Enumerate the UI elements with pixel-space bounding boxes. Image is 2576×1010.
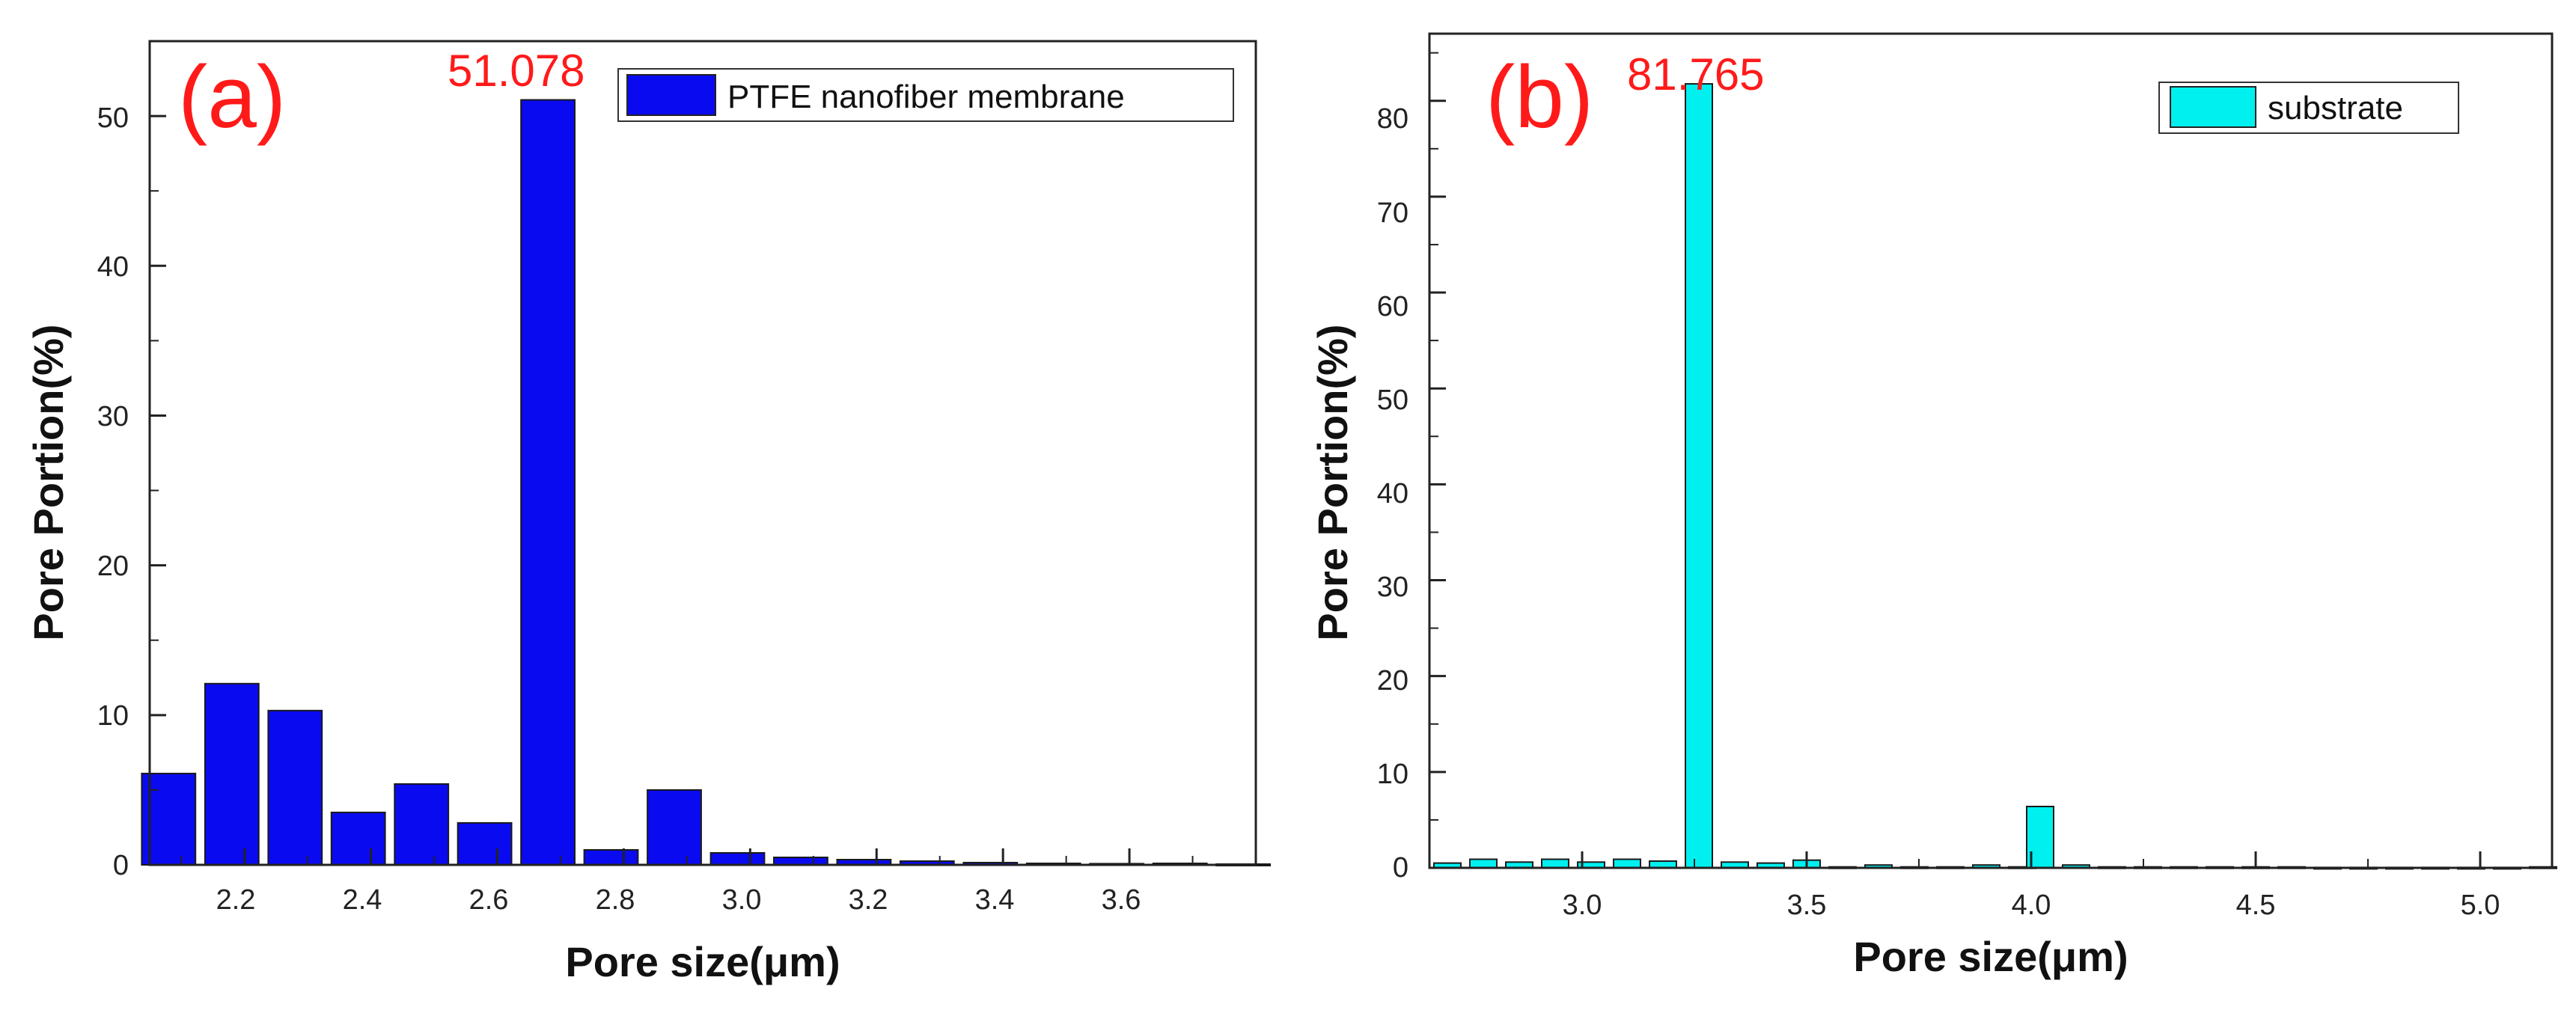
panel-b-xtick-label: 4.5 — [2236, 890, 2276, 921]
panel-a-ytick-label: 50 — [97, 102, 129, 134]
panel-b-ytick-label: 80 — [1377, 103, 1408, 135]
panel-b-bar — [1613, 858, 1641, 869]
panel-a-bar — [583, 849, 639, 866]
panel-a-bar — [267, 709, 323, 866]
panel-a-bar — [709, 852, 766, 866]
panel-b-bar — [1541, 858, 1569, 869]
panel-a-legend: PTFE nanofiber membrane — [617, 68, 1234, 122]
panel-b-legend-swatch — [2170, 86, 2256, 128]
panel-b-bar — [1469, 858, 1498, 869]
panel-a-legend-box — [617, 68, 1234, 122]
panel-b-y-ticks — [1429, 52, 1446, 869]
panel-a-xtick-label: 2.4 — [343, 884, 382, 916]
panel-b-xtick-label: 3.0 — [1563, 890, 1602, 921]
panel-b-plot-frame — [1428, 32, 2554, 869]
panel-a-letter: (a) — [178, 48, 286, 147]
panel-b-ytick-label: 70 — [1377, 198, 1408, 229]
panel-b-x-ticks — [1469, 851, 2482, 868]
panel-b-legend-label: substrate — [2268, 90, 2403, 126]
panel-b-ytick-label: 20 — [1377, 665, 1408, 697]
panel-a-ytick-label: 30 — [97, 401, 129, 432]
panel-a-xtick-label: 3.4 — [975, 884, 1015, 916]
panel-b-letter: (b) — [1486, 48, 1593, 147]
panel-a-xtick-label: 2.2 — [216, 884, 256, 916]
panel-a-chart: 0 10 20 30 40 50 2.2 2.4 2.6 2.8 3.0 3.2… — [25, 40, 1271, 985]
panel-a-peak-annotation: 51.078 — [448, 46, 585, 96]
panel-a-bar — [647, 789, 702, 866]
panel-a-ytick-label: 40 — [97, 251, 129, 283]
panel-a-plot-frame — [148, 40, 1257, 866]
panel-b-peak-annotation: 81.765 — [1627, 49, 1765, 100]
panel-b-x-axis-title: Pore size(μm) — [1853, 933, 2128, 980]
panel-b-ytick-label: 30 — [1377, 572, 1408, 603]
panel-a-y-axis-title: Pore Portion(%) — [25, 324, 72, 640]
panel-b-ytick-label: 60 — [1377, 291, 1408, 322]
panel-a-legend-swatch — [626, 74, 716, 116]
panel-b-ytick-label: 40 — [1377, 478, 1408, 509]
panel-a-xtick-label: 3.6 — [1102, 884, 1141, 916]
panel-a-xtick-label: 3.0 — [722, 884, 762, 916]
panel-b-ytick-label: 50 — [1377, 385, 1408, 416]
panel-b-xtick-label: 4.0 — [2012, 890, 2051, 921]
panel-a-bar — [204, 682, 260, 866]
panel-b-ytick-label: 0 — [1393, 852, 1408, 884]
panel-a-ytick-label: 0 — [113, 850, 129, 881]
panel-b-y-axis-title: Pore Portion(%) — [1309, 324, 1356, 640]
panel-a-bar — [520, 99, 576, 866]
panel-a-xtick-label: 3.2 — [849, 884, 888, 916]
panel-b-bar — [1685, 83, 1713, 869]
panel-a-ytick-label: 20 — [97, 551, 129, 582]
panel-a-ytick-label: 10 — [97, 700, 129, 732]
panel-a-x-axis-title: Pore size(μm) — [565, 938, 840, 985]
panel-b-xtick-label: 5.0 — [2461, 890, 2500, 921]
panel-a-bar — [457, 821, 513, 866]
panel-b-xtick-label: 3.5 — [1787, 890, 1827, 921]
panel-a-xtick-label: 2.8 — [596, 884, 635, 916]
panel-a-xtick-label: 2.6 — [469, 884, 509, 916]
panel-a-x-ticks — [180, 848, 1194, 865]
panel-a-bar — [330, 811, 386, 866]
panel-b-chart: 0 10 20 30 40 50 60 70 80 3.0 3.5 4.0 4.… — [1309, 32, 2557, 980]
panel-b-bars — [1433, 83, 2557, 870]
panel-a-y-ticks — [150, 114, 166, 866]
panel-a-bars — [141, 99, 1271, 866]
panel-b-legend: substrate — [2158, 82, 2459, 134]
panel-a-bar — [394, 783, 450, 866]
panel-b-ytick-label: 10 — [1377, 759, 1408, 790]
panel-a-legend-label: PTFE nanofiber membrane — [727, 79, 1125, 115]
